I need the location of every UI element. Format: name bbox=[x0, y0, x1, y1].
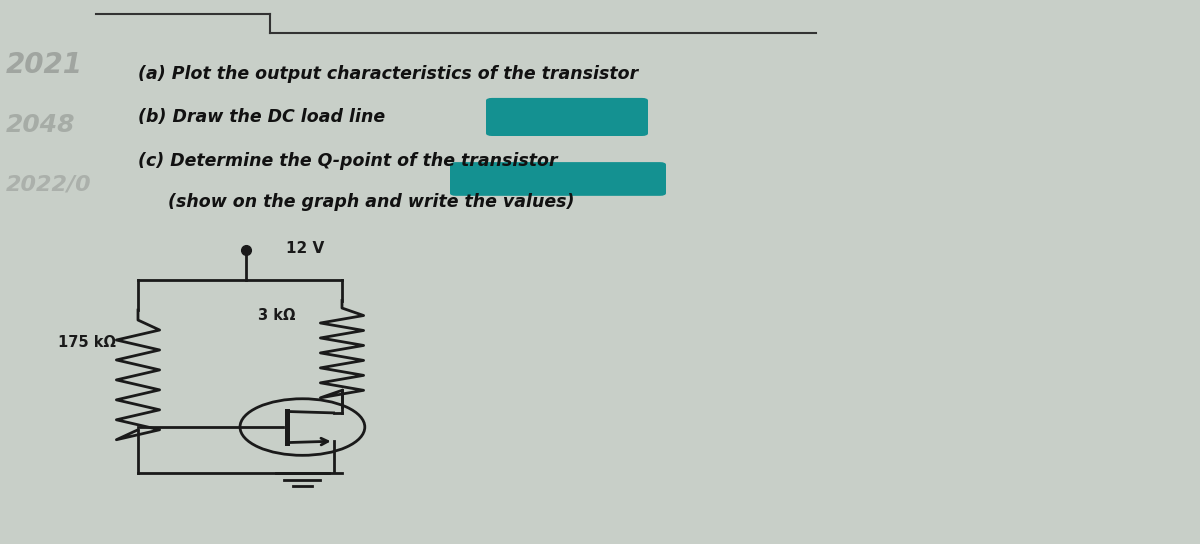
Text: 175 kΩ: 175 kΩ bbox=[58, 335, 115, 350]
Text: 2021: 2021 bbox=[6, 51, 83, 79]
Text: 12 V: 12 V bbox=[286, 241, 324, 256]
FancyBboxPatch shape bbox=[450, 162, 666, 196]
Text: 2022/0: 2022/0 bbox=[6, 175, 91, 195]
Text: (b) Draw the DC load line: (b) Draw the DC load line bbox=[138, 108, 385, 126]
Text: (a) Plot the output characteristics of the transistor: (a) Plot the output characteristics of t… bbox=[138, 65, 638, 83]
Text: 3 kΩ: 3 kΩ bbox=[258, 308, 295, 323]
Text: (show on the graph and write the values): (show on the graph and write the values) bbox=[168, 193, 575, 211]
Text: 2048: 2048 bbox=[6, 113, 76, 137]
Text: (c) Determine the Q-point of the transistor: (c) Determine the Q-point of the transis… bbox=[138, 152, 558, 170]
FancyBboxPatch shape bbox=[486, 98, 648, 136]
